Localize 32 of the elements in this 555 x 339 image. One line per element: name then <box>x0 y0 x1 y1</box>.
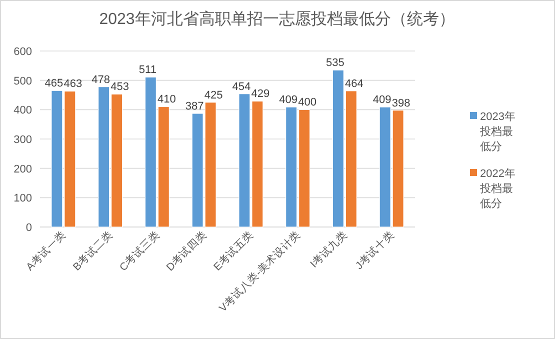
y-tick-label: 0 <box>26 222 32 234</box>
x-tick-label: C考试三类 <box>116 228 162 274</box>
data-label: 453 <box>110 81 129 94</box>
data-label: 478 <box>92 74 110 86</box>
x-tick-label: B考试二类 <box>70 228 116 274</box>
legend-label: 2022年投档最低分 <box>479 168 516 210</box>
y-tick-label: 400 <box>14 104 32 117</box>
data-label: 465 <box>44 78 64 90</box>
data-label: 410 <box>158 94 176 106</box>
data-label: 535 <box>326 57 344 70</box>
data-label: 409 <box>279 94 298 106</box>
data-label: 387 <box>185 100 204 112</box>
chart-title: 2023年河北省高职单招一志愿投档最低分（统考） <box>99 10 455 28</box>
x-tick-label: D考试四类 <box>164 228 210 274</box>
data-label: 398 <box>392 97 410 110</box>
x-tick-label: I考试九类 <box>307 228 350 270</box>
data-label: 463 <box>64 78 82 90</box>
data-label: 511 <box>138 64 156 76</box>
data-label: 429 <box>251 88 270 100</box>
data-label: 400 <box>298 96 316 109</box>
y-tick-label: 600 <box>14 46 32 58</box>
data-label: 454 <box>232 80 251 93</box>
x-tick-label: J考试十类 <box>352 228 397 272</box>
x-tick-label: E考试五类 <box>210 228 256 274</box>
y-tick-label: 200 <box>14 163 32 176</box>
y-tick-label: 300 <box>14 134 32 146</box>
y-tick-label: 500 <box>14 75 32 88</box>
data-label: 464 <box>345 78 364 90</box>
data-label: 409 <box>372 94 392 106</box>
data-label: 425 <box>204 89 223 102</box>
legend-label: 2023年投档最低分 <box>479 111 516 153</box>
y-tick-label: 100 <box>14 192 32 205</box>
